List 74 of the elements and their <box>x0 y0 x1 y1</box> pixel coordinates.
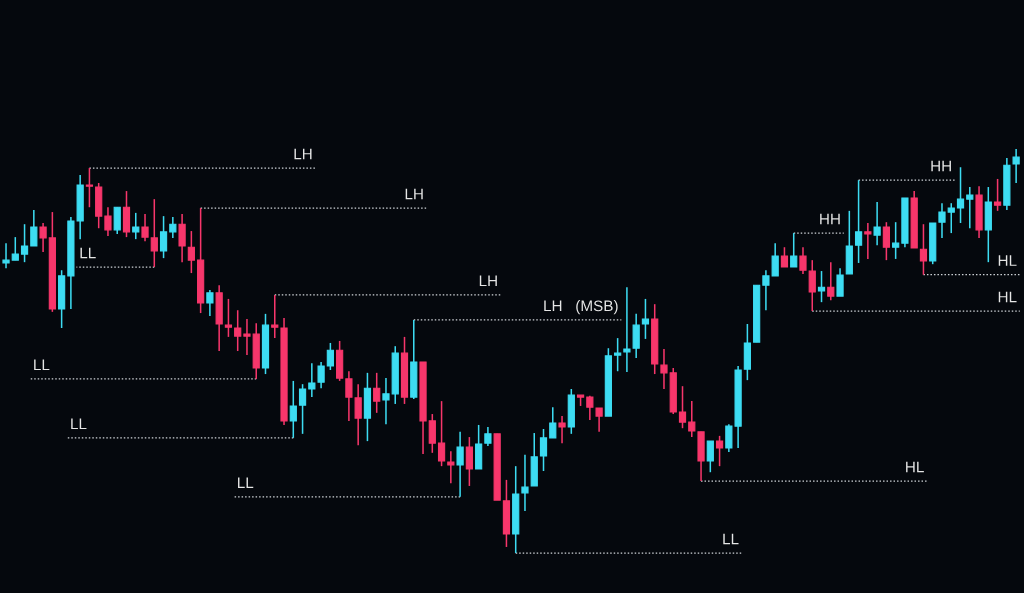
candlestick <box>790 232 798 268</box>
ref-line-label: HH <box>820 213 840 225</box>
candlestick <box>456 431 464 498</box>
candlestick <box>243 318 251 356</box>
candlestick <box>892 221 900 260</box>
candlestick <box>688 400 696 438</box>
ref-line-label: LL <box>723 533 739 545</box>
candlestick <box>539 428 548 472</box>
candlestick <box>864 222 872 260</box>
candlestick <box>706 440 714 473</box>
candlestick <box>827 261 835 301</box>
candlestick <box>660 348 668 390</box>
ref-line-label: LL <box>238 477 254 489</box>
candlestick <box>919 223 928 276</box>
candlestick <box>836 267 844 297</box>
candlestick <box>641 298 650 340</box>
candlestick <box>447 450 455 484</box>
candlestick <box>549 406 557 439</box>
candlestick <box>132 212 140 240</box>
candlestick <box>326 342 334 371</box>
candlestick <box>2 242 10 269</box>
ref-line-label: HL <box>998 291 1017 303</box>
candlestick <box>854 179 863 264</box>
candlestick <box>30 209 38 247</box>
candlestick <box>39 222 47 253</box>
candlestick <box>678 385 687 429</box>
candlestick <box>289 380 297 439</box>
ref-line-label: LL <box>80 247 96 259</box>
candlestick <box>206 289 214 317</box>
candlestick <box>141 213 149 242</box>
candlestick <box>799 246 807 275</box>
candlestick <box>947 202 955 234</box>
ref-line-label: LH <box>405 188 423 200</box>
ref-line-label: LH <box>479 275 497 287</box>
candlestick <box>373 372 381 414</box>
candlestick <box>178 213 186 263</box>
candlestick <box>187 230 195 274</box>
candlestick <box>104 206 112 237</box>
candlestick <box>882 221 890 261</box>
ref-line-label: HH <box>931 160 951 172</box>
ref-line-label: HL <box>998 255 1017 266</box>
candlestick <box>428 413 436 454</box>
candlestick <box>484 426 492 447</box>
ref-line-label: LH <box>294 148 312 160</box>
candlestick <box>993 178 1002 212</box>
candlestick <box>382 377 390 425</box>
candlestick <box>113 206 121 235</box>
ref-line-label: LL <box>34 359 50 371</box>
candlestick <box>558 415 566 444</box>
candlestick <box>873 201 881 246</box>
candlestick <box>437 400 446 467</box>
candlestick <box>465 436 473 487</box>
candlestick <box>85 167 94 208</box>
candlestick <box>150 198 158 268</box>
candlestick <box>159 215 168 259</box>
ref-line-label: HL <box>906 461 924 473</box>
candlestick <box>808 259 816 312</box>
candlestick <box>169 216 177 239</box>
candlestick <box>938 202 946 239</box>
candlestick <box>715 435 724 467</box>
candlestick <box>224 298 233 338</box>
candlestick <box>234 309 242 352</box>
candlestick <box>271 294 279 339</box>
candlestick <box>614 337 622 372</box>
ref-line-label: LH (MSB) <box>544 300 618 315</box>
ref-line-label: LL <box>71 418 87 430</box>
candlestick <box>956 166 965 224</box>
candlestick <box>11 236 19 261</box>
candlestick <box>780 246 789 268</box>
candlestick <box>966 186 974 229</box>
candlestick <box>20 223 29 263</box>
candlestick <box>521 454 529 512</box>
candlestick <box>1012 148 1020 184</box>
candlestick <box>298 383 307 435</box>
